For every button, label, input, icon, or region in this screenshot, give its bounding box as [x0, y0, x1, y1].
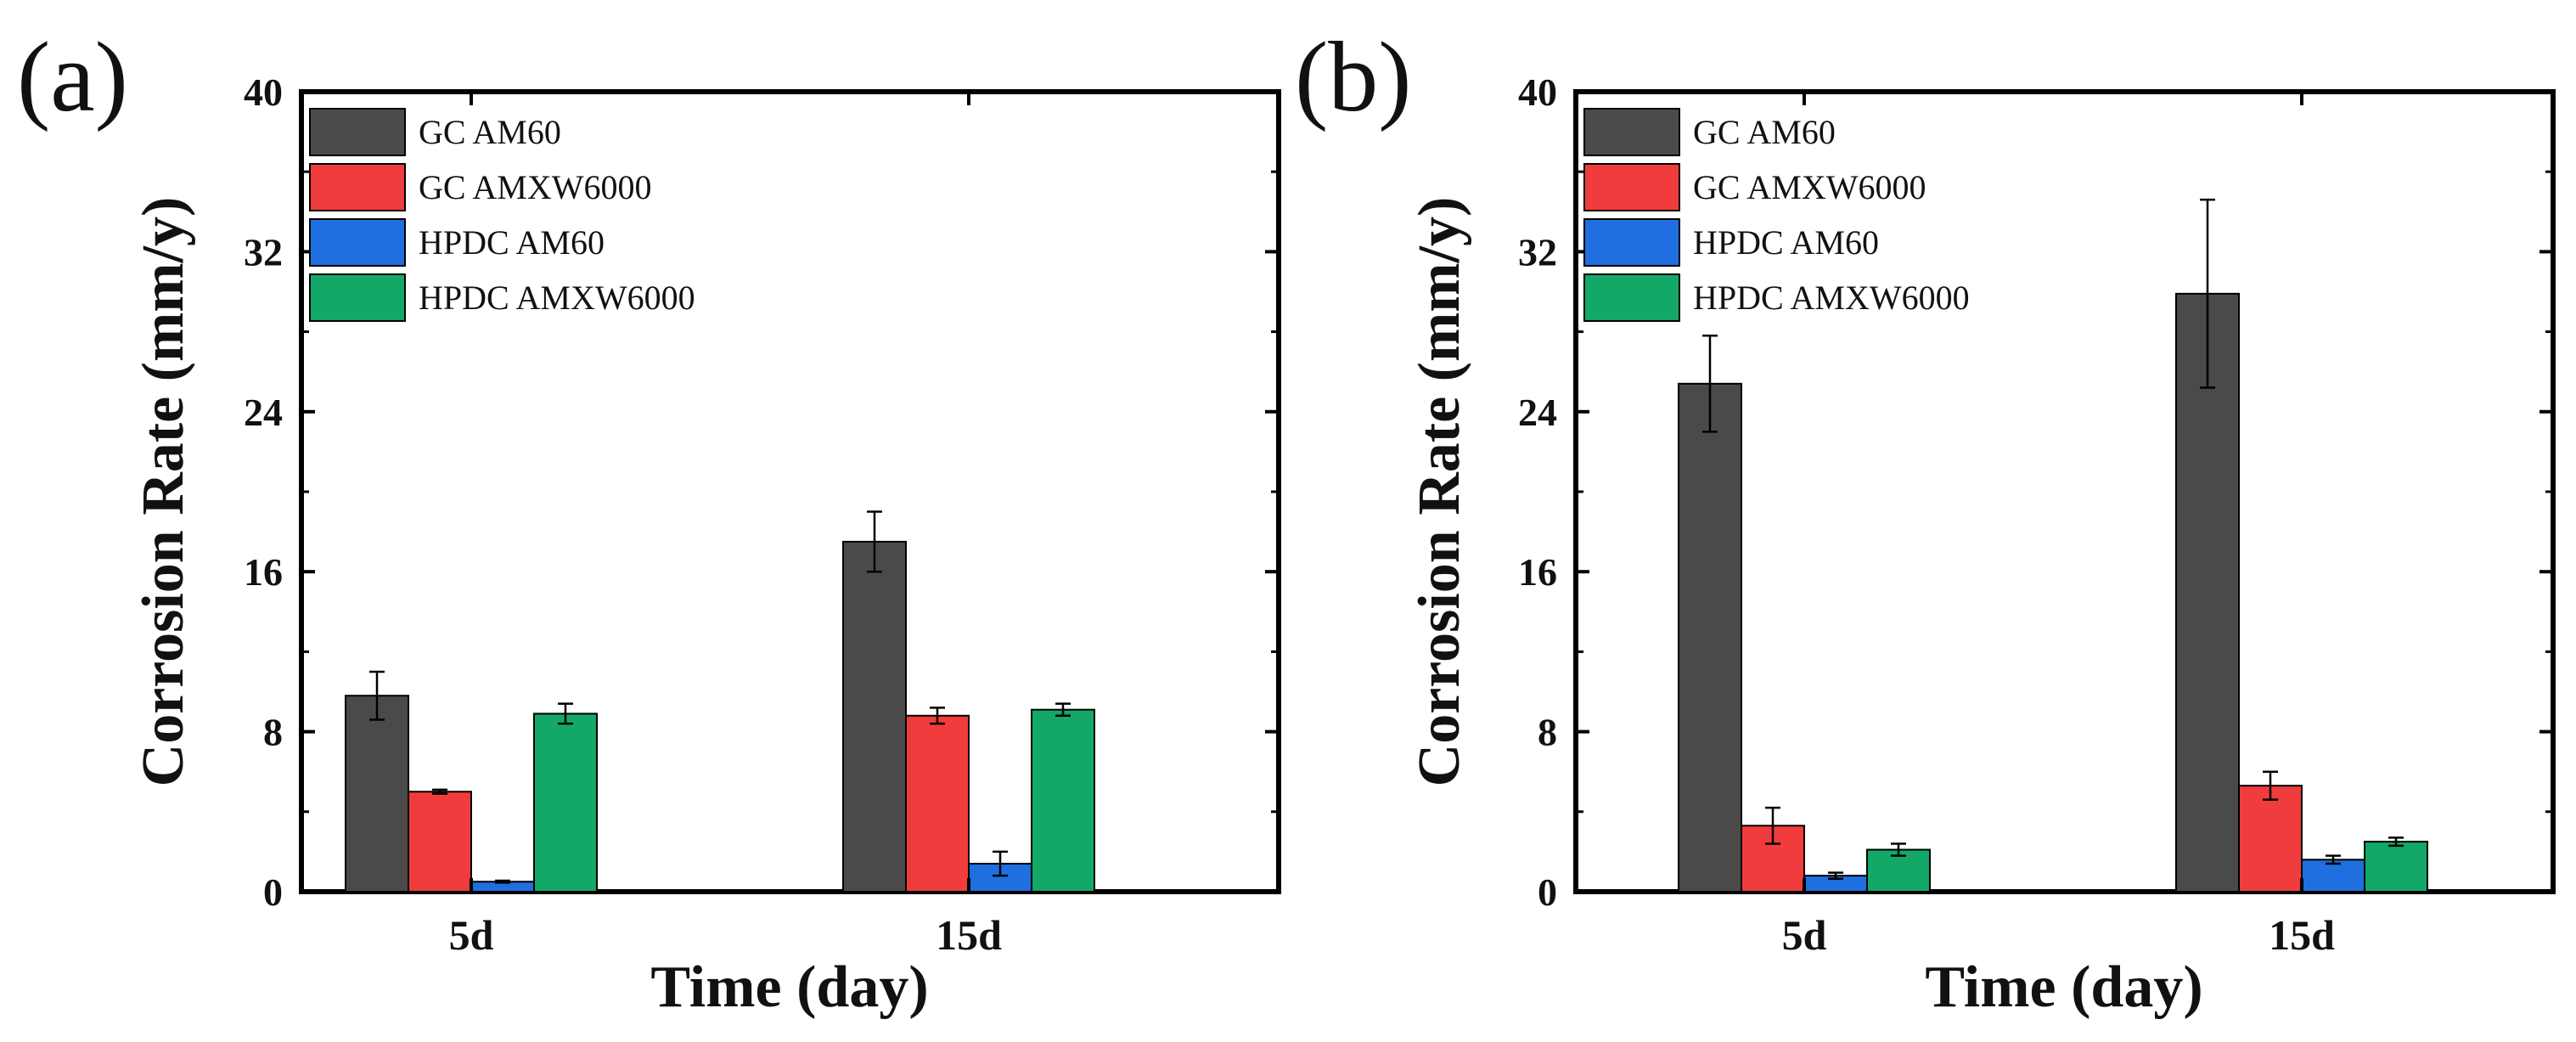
- bar: [905, 714, 970, 893]
- y-tick-label: 8: [1538, 711, 1557, 754]
- legend-label: GC AM60: [419, 113, 561, 151]
- legend-label: HPDC AM60: [419, 223, 605, 262]
- y-tick-label: 24: [244, 391, 283, 434]
- legend-swatch: [1583, 163, 1680, 211]
- bar: [345, 695, 409, 893]
- x-axis: 5d 15d: [449, 92, 1002, 959]
- y-axis: 0 8 16 24 32 40: [1518, 70, 2553, 914]
- legend-swatch: [1583, 218, 1680, 267]
- bars: [345, 510, 1095, 893]
- y-tick-label: 16: [1518, 550, 1557, 594]
- bar: [2238, 785, 2303, 893]
- x-axis: 5d 15d: [1782, 92, 2335, 959]
- legend-swatch: [309, 108, 406, 156]
- legend-swatch: [1583, 108, 1680, 156]
- legend-label: HPDC AM60: [1693, 223, 1879, 262]
- bar: [408, 791, 472, 893]
- panel-label: (b): [1295, 21, 1412, 132]
- x-tick-label: 15d: [2269, 911, 2335, 959]
- x-axis-title: Time (day): [650, 955, 928, 1020]
- legend-swatch: [309, 218, 406, 267]
- y-tick-label: 16: [244, 550, 283, 594]
- y-tick-label: 32: [244, 230, 283, 273]
- y-tick-label: 40: [1518, 70, 1557, 114]
- bar: [842, 540, 907, 893]
- y-tick-label: 0: [263, 870, 283, 914]
- bars: [1678, 198, 2428, 893]
- y-axis-title: Corrosion Rate (mm/y): [131, 197, 196, 787]
- y-tick-label: 40: [244, 70, 283, 114]
- legend-label: GC AM60: [1693, 113, 1836, 151]
- chart-panel-b: (b) 0 8 16 24 32 40 5d 15d GC AM60 GC AMXW6000 H…: [1295, 21, 2556, 1020]
- x-axis-title: Time (day): [1925, 955, 2202, 1020]
- x-tick-label: 5d: [1782, 911, 1827, 959]
- legend-label: GC AMXW6000: [419, 168, 651, 206]
- legend-swatch: [1583, 273, 1680, 322]
- x-tick-label: 15d: [936, 911, 1002, 959]
- legend-swatch: [309, 163, 406, 211]
- chart-panel-a: (a) 0 8 16 24 32 40 5d 15d GC AM60 GC AMXW6000 H…: [17, 21, 1281, 1020]
- y-axis-title: Corrosion Rate (mm/y): [1407, 197, 1472, 787]
- y-tick-label: 24: [1518, 391, 1557, 434]
- y-tick-label: 0: [1538, 870, 1557, 914]
- bar: [1678, 382, 1742, 893]
- legend: GC AM60 GC AMXW6000 HPDC AM60 HPDC AMXW6000: [309, 108, 695, 322]
- plot-frame: [299, 89, 1281, 894]
- legend-label: HPDC AMXW6000: [1693, 279, 1970, 317]
- y-axis: 0 8 16 24 32 40: [244, 70, 1279, 914]
- legend: GC AM60 GC AMXW6000 HPDC AM60 HPDC AMXW6000: [1583, 108, 1970, 322]
- panel-label: (a): [17, 21, 128, 132]
- legend-label: HPDC AMXW6000: [419, 279, 695, 317]
- bar: [533, 713, 598, 893]
- bar: [1031, 708, 1095, 893]
- y-tick-label: 8: [263, 711, 283, 754]
- legend-swatch: [309, 273, 406, 322]
- bar: [2364, 841, 2428, 893]
- legend-label: GC AMXW6000: [1693, 168, 1926, 206]
- y-tick-label: 32: [1518, 230, 1557, 273]
- x-tick-label: 5d: [449, 911, 494, 959]
